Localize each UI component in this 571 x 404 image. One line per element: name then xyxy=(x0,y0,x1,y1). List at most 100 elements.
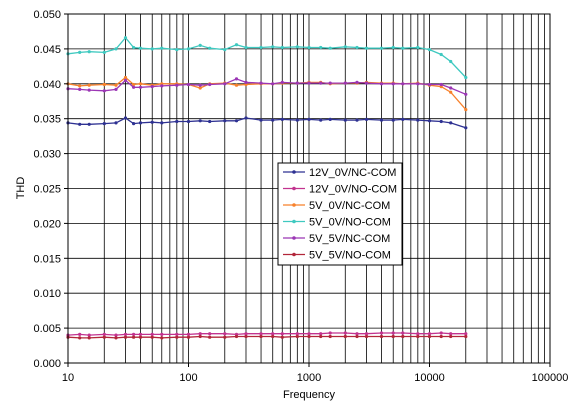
data-point xyxy=(223,48,227,52)
data-point xyxy=(355,118,359,122)
series-5 xyxy=(66,334,468,340)
data-point xyxy=(114,336,118,340)
data-point xyxy=(427,332,432,336)
y-tick-label: 0.035 xyxy=(33,114,61,126)
data-point xyxy=(102,89,106,93)
data-point xyxy=(295,118,299,122)
data-point xyxy=(280,80,284,84)
data-point xyxy=(401,117,405,121)
grid xyxy=(68,14,550,363)
data-point xyxy=(138,85,143,89)
legend-entry: 5V_5V/NO-COM xyxy=(283,250,391,262)
data-point xyxy=(364,332,369,336)
data-point xyxy=(87,88,91,92)
data-point xyxy=(102,50,106,55)
legend-entry: 12V_0V/NC-COM xyxy=(283,167,396,179)
data-point xyxy=(132,82,136,87)
data-point xyxy=(449,90,453,94)
data-point xyxy=(132,122,136,126)
data-point xyxy=(150,335,154,339)
data-point xyxy=(138,121,143,125)
data-point xyxy=(343,81,347,85)
data-point xyxy=(223,82,227,86)
data-point xyxy=(208,332,212,336)
legend-label: 5V_0V/NC-COM xyxy=(309,200,390,212)
data-point xyxy=(102,335,106,339)
data-point xyxy=(391,118,395,122)
data-point xyxy=(343,331,347,335)
data-point xyxy=(175,332,179,336)
data-point xyxy=(295,334,299,339)
data-point xyxy=(416,334,420,339)
legend-entry: 12V_0V/NO-COM xyxy=(283,184,397,196)
data-point xyxy=(364,117,369,121)
y-axis-title: THD xyxy=(15,177,27,200)
data-point xyxy=(464,334,468,339)
series-4 xyxy=(66,77,468,96)
data-point xyxy=(449,86,453,90)
series-0 xyxy=(66,116,468,130)
data-point xyxy=(78,122,82,126)
data-point xyxy=(259,45,263,50)
data-point xyxy=(132,45,136,50)
data-point xyxy=(401,82,405,86)
data-point xyxy=(175,83,179,87)
data-point xyxy=(427,48,432,52)
data-point xyxy=(259,81,263,85)
data-point xyxy=(401,331,405,335)
series-layer xyxy=(66,36,468,340)
data-point xyxy=(208,119,212,124)
data-point xyxy=(319,45,323,50)
data-point xyxy=(280,335,284,339)
data-point xyxy=(391,45,395,50)
data-point xyxy=(198,332,202,336)
data-point xyxy=(123,36,128,40)
data-point xyxy=(319,118,323,122)
data-point xyxy=(132,85,136,89)
data-point xyxy=(244,334,248,339)
data-point xyxy=(186,47,191,51)
data-point xyxy=(102,332,106,336)
x-axis-title: Frequency xyxy=(283,389,335,401)
data-point xyxy=(259,334,263,339)
data-point xyxy=(78,332,82,336)
data-point xyxy=(355,334,359,339)
x-tick-label: 10 xyxy=(62,372,74,384)
data-point xyxy=(271,118,275,122)
y-tick-label: 0.015 xyxy=(33,253,61,265)
y-tick-label: 0.020 xyxy=(33,218,61,230)
data-point xyxy=(259,118,263,122)
data-point xyxy=(87,336,91,340)
x-tick-label: 10000 xyxy=(414,372,445,384)
data-point xyxy=(319,332,323,336)
data-point xyxy=(427,334,432,339)
data-point xyxy=(379,331,384,335)
data-point xyxy=(186,82,191,87)
legend-entry: 5V_0V/NO-COM xyxy=(283,217,391,229)
data-point xyxy=(416,45,420,50)
data-point xyxy=(114,333,118,337)
data-point xyxy=(244,45,248,50)
data-point xyxy=(343,45,347,49)
data-point xyxy=(208,46,212,50)
data-point xyxy=(355,80,359,84)
series-1 xyxy=(66,331,468,337)
data-point xyxy=(150,47,154,51)
data-point xyxy=(138,335,143,339)
data-point xyxy=(464,108,468,112)
data-point xyxy=(280,332,284,336)
data-point xyxy=(328,334,332,339)
data-point xyxy=(160,332,164,336)
data-point xyxy=(223,335,227,339)
x-axis-ticks: 10 100 1000 10000 100000 xyxy=(62,363,568,384)
x-tick-label: 100000 xyxy=(532,372,569,384)
data-point xyxy=(114,87,118,91)
data-point xyxy=(401,334,405,339)
data-point xyxy=(234,77,239,81)
y-tick-label: 0.010 xyxy=(33,288,61,300)
data-point xyxy=(87,83,91,87)
data-point xyxy=(150,120,154,124)
data-point xyxy=(150,332,154,336)
data-point xyxy=(223,332,227,336)
data-point xyxy=(87,122,91,126)
